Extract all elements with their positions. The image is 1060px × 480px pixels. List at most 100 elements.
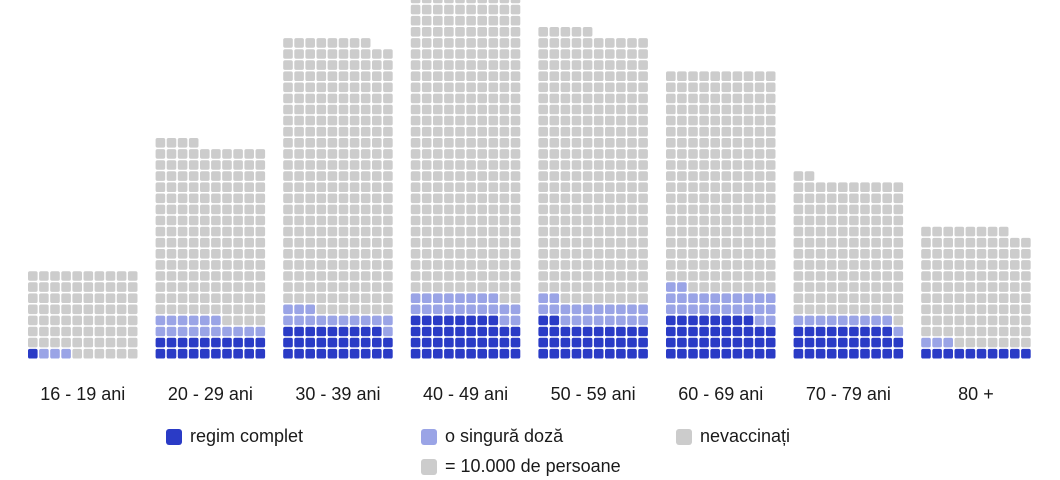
waffle-square-nevaccinați xyxy=(477,38,487,48)
waffle-square-nevaccinați xyxy=(954,337,965,348)
waffle-square-nevaccinați xyxy=(605,126,615,137)
waffle-square-nevaccinați xyxy=(410,237,421,248)
waffle-square-nevaccinați xyxy=(666,138,676,148)
waffle-square-regim-complet xyxy=(410,326,421,337)
waffle-square-nevaccinați xyxy=(188,215,199,226)
waffle-square-o-singură-doză xyxy=(294,315,304,326)
waffle-square-nevaccinați xyxy=(860,237,870,248)
waffle-square-nevaccinați xyxy=(305,282,315,292)
waffle-square-nevaccinați xyxy=(477,171,487,181)
waffle-square-nevaccinați xyxy=(233,260,243,270)
waffle-square-nevaccinați xyxy=(560,249,571,259)
waffle-square-regim-complet xyxy=(688,315,698,326)
waffle-square-nevaccinați xyxy=(360,49,371,59)
waffle-square-regim-complet xyxy=(455,326,465,337)
waffle-square-nevaccinați xyxy=(488,4,499,15)
waffle-square-nevaccinați xyxy=(538,237,548,248)
waffle-square-nevaccinați xyxy=(61,304,71,315)
waffle-square-nevaccinați xyxy=(743,226,754,237)
waffle-square-nevaccinați xyxy=(433,27,443,37)
waffle-square-regim-complet xyxy=(826,348,837,359)
waffle-square-nevaccinați xyxy=(233,249,243,259)
waffle-square-nevaccinați xyxy=(638,182,648,192)
waffle-square-nevaccinați xyxy=(710,215,720,226)
waffle-square-nevaccinați xyxy=(455,126,465,137)
waffle-square-o-singură-doză xyxy=(455,293,465,303)
waffle-square-nevaccinați xyxy=(488,237,499,248)
waffle-square-nevaccinați xyxy=(294,160,304,170)
waffle-square-nevaccinați xyxy=(455,49,465,59)
waffle-square-nevaccinați xyxy=(372,271,382,281)
waffle-square-nevaccinați xyxy=(255,149,266,159)
legend-complete-label: regim complet xyxy=(190,426,304,446)
waffle-square-nevaccinați xyxy=(932,315,942,326)
waffle-square-nevaccinați xyxy=(510,204,521,215)
waffle-square-nevaccinați xyxy=(283,293,293,303)
waffle-square-nevaccinați xyxy=(94,304,105,315)
waffle-square-regim-complet xyxy=(998,348,1009,359)
waffle-square-nevaccinați xyxy=(616,293,626,303)
waffle-square-nevaccinați xyxy=(477,15,487,26)
waffle-square-nevaccinați xyxy=(349,193,360,204)
waffle-square-nevaccinați xyxy=(116,271,127,281)
waffle-square-nevaccinați xyxy=(721,171,732,181)
waffle-square-nevaccinați xyxy=(666,171,676,181)
waffle-square-nevaccinați xyxy=(954,315,965,326)
waffle-square-nevaccinați xyxy=(976,337,987,348)
waffle-square-regim-complet xyxy=(538,348,548,359)
waffle-square-nevaccinați xyxy=(699,226,709,237)
waffle-square-nevaccinați xyxy=(627,193,637,204)
waffle-square-nevaccinați xyxy=(688,282,698,292)
waffle-square-regim-complet xyxy=(732,337,743,348)
waffle-square-o-singură-doză xyxy=(616,304,626,315)
waffle-square-nevaccinați xyxy=(699,260,709,270)
waffle-square-nevaccinați xyxy=(233,149,243,159)
waffle-square-nevaccinați xyxy=(943,304,953,315)
waffle-square-nevaccinați xyxy=(605,226,615,237)
waffle-square-nevaccinați xyxy=(127,293,138,303)
waffle-square-nevaccinați xyxy=(549,171,560,181)
waffle-square-nevaccinați xyxy=(666,82,676,93)
waffle-square-regim-complet xyxy=(444,348,454,359)
waffle-square-nevaccinați xyxy=(255,249,266,259)
waffle-square-nevaccinați xyxy=(349,38,360,48)
waffle-square-regim-complet xyxy=(510,348,521,359)
waffle-square-nevaccinați xyxy=(593,82,604,93)
waffle-square-nevaccinați xyxy=(871,182,881,192)
waffle-square-nevaccinați xyxy=(294,138,304,148)
waffle-square-nevaccinați xyxy=(666,160,676,170)
waffle-square-nevaccinați xyxy=(188,237,199,248)
waffle-square-o-singură-doză xyxy=(549,304,560,315)
waffle-square-nevaccinați xyxy=(360,237,371,248)
waffle-square-nevaccinați xyxy=(605,193,615,204)
waffle-square-nevaccinați xyxy=(211,226,221,237)
waffle-square-nevaccinați xyxy=(638,60,648,70)
waffle-square-nevaccinați xyxy=(499,126,510,137)
waffle-square-nevaccinați xyxy=(444,126,454,137)
waffle-square-nevaccinați xyxy=(305,138,315,148)
waffle-square-regim-complet xyxy=(560,326,571,337)
waffle-square-nevaccinați xyxy=(383,126,393,137)
waffle-square-nevaccinați xyxy=(499,4,510,15)
waffle-square-regim-complet xyxy=(765,348,776,359)
waffle-square-nevaccinați xyxy=(211,293,221,303)
waffle-square-regim-complet xyxy=(871,348,881,359)
waffle-square-nevaccinați xyxy=(477,71,487,81)
waffle-square-nevaccinați xyxy=(166,293,177,303)
waffle-square-nevaccinați xyxy=(732,182,743,192)
waffle-square-nevaccinați xyxy=(849,226,859,237)
waffle-square-nevaccinați xyxy=(255,271,266,281)
waffle-square-nevaccinați xyxy=(582,193,593,204)
waffle-square-nevaccinați xyxy=(116,304,127,315)
waffle-square-o-singură-doză xyxy=(305,315,315,326)
waffle-square-nevaccinați xyxy=(804,226,815,237)
waffle-square-nevaccinați xyxy=(765,271,776,281)
waffle-square-o-singură-doză xyxy=(50,348,60,359)
waffle-square-nevaccinați xyxy=(283,126,293,137)
waffle-square-regim-complet xyxy=(1010,348,1020,359)
waffle-square-nevaccinați xyxy=(455,38,465,48)
waffle-square-regim-complet xyxy=(360,326,371,337)
waffle-square-regim-complet xyxy=(327,326,338,337)
waffle-square-nevaccinați xyxy=(754,138,765,148)
waffle-square-nevaccinați xyxy=(360,115,371,126)
